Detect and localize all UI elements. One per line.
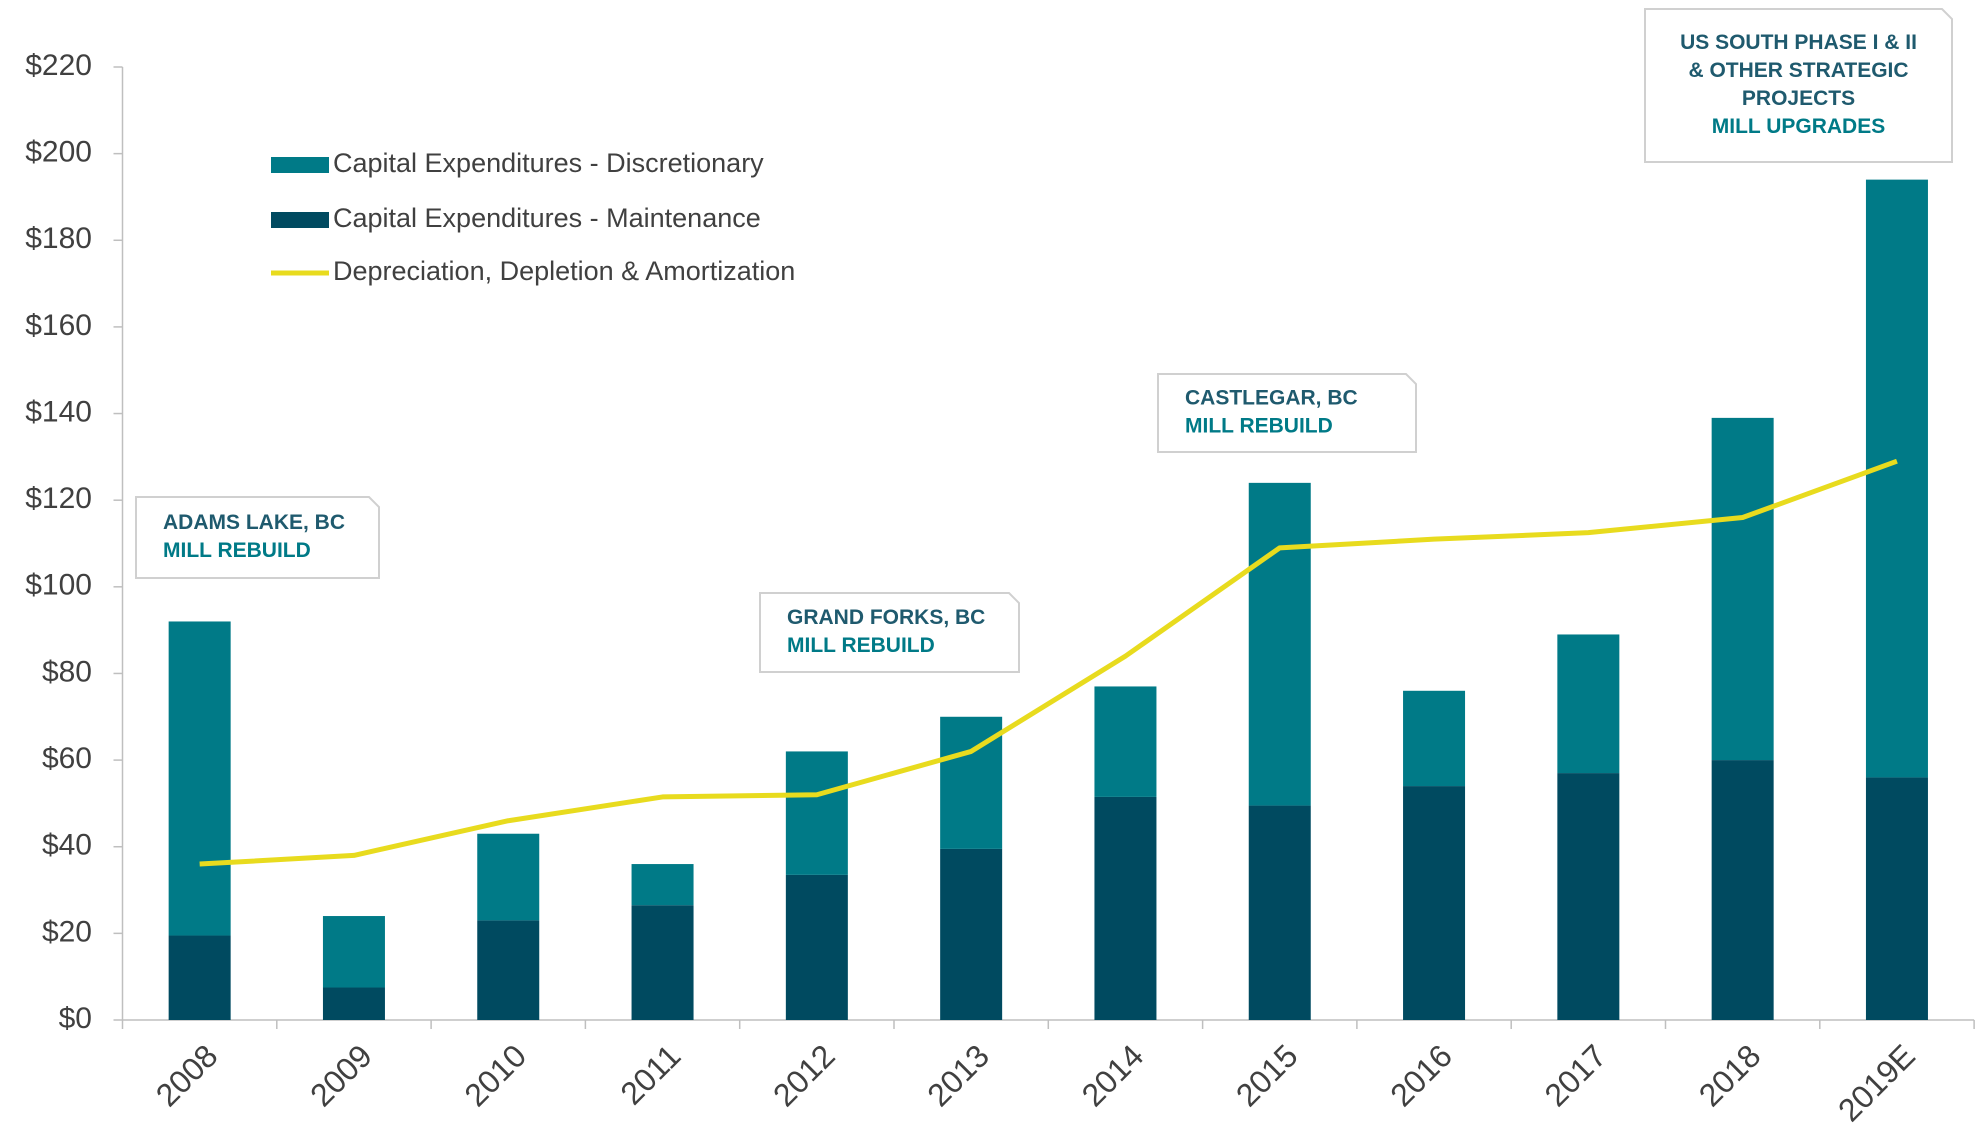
annotation-title: US SOUTH PHASE I & II — [1680, 31, 1917, 54]
annotation-title: PROJECTS — [1742, 87, 1855, 110]
x-tick-label: 2016 — [1383, 1037, 1459, 1113]
bar — [1865, 777, 1928, 1020]
annotation-box — [1157, 373, 1417, 453]
bar — [477, 920, 540, 1020]
bar — [168, 621, 231, 936]
bar — [1711, 417, 1774, 761]
bar — [631, 905, 694, 1020]
bar — [1094, 686, 1157, 797]
bar — [322, 987, 385, 1020]
legend-swatch — [271, 157, 329, 173]
bar — [785, 751, 848, 875]
x-tick-label: 2009 — [303, 1037, 379, 1113]
annotation-title: & OTHER STRATEGIC — [1688, 59, 1908, 82]
x-tick-label: 2019E — [1831, 1037, 1922, 1128]
y-tick-label: $180 — [25, 222, 92, 255]
y-tick-label: $100 — [25, 569, 92, 602]
bar — [1248, 805, 1311, 1020]
annotation-subtitle: MILL REBUILD — [163, 539, 311, 562]
legend-label: Depreciation, Depletion & Amortization — [333, 256, 795, 286]
y-tick-label: $60 — [42, 742, 92, 775]
x-tick-label: 2008 — [149, 1037, 225, 1113]
annotation-box — [135, 496, 380, 579]
bar — [1865, 179, 1928, 778]
annotation-title: ADAMS LAKE, BC — [163, 511, 345, 534]
line — [199, 458, 1898, 867]
bar — [1557, 634, 1620, 774]
y-tick-label: $20 — [42, 915, 92, 948]
y-tick-label: $40 — [42, 829, 92, 862]
y-tick-label: $140 — [25, 395, 92, 428]
y-tick-label: $120 — [25, 482, 92, 515]
y-tick-label: $80 — [42, 655, 92, 688]
x-tick-label: 2017 — [1537, 1037, 1613, 1113]
y-tick-label: $0 — [59, 1002, 92, 1035]
annotation-title: GRAND FORKS, BC — [787, 606, 985, 629]
x-tick-label: 2012 — [766, 1037, 842, 1113]
bar — [1403, 690, 1466, 787]
x-tick-label: 2013 — [920, 1037, 996, 1113]
bar — [1711, 760, 1774, 1020]
bar — [322, 916, 385, 988]
bar — [785, 874, 848, 1020]
x-tick-label: 2015 — [1229, 1037, 1305, 1113]
x-tick-label: 2014 — [1075, 1037, 1151, 1113]
bar — [631, 864, 694, 906]
legend-label: Capital Expenditures - Discretionary — [333, 148, 764, 178]
annotation-subtitle: MILL UPGRADES — [1712, 115, 1885, 138]
legend-swatch — [271, 212, 329, 228]
x-tick-label: 2010 — [457, 1037, 533, 1113]
bar — [1248, 482, 1311, 806]
annotation-subtitle: MILL REBUILD — [787, 634, 935, 657]
annotation-box — [759, 592, 1020, 673]
bar — [168, 935, 231, 1020]
annotation-subtitle: MILL REBUILD — [1185, 415, 1333, 438]
annotation-box — [1644, 8, 1953, 163]
bar — [1557, 773, 1620, 1020]
bar — [940, 848, 1003, 1020]
bar — [477, 833, 540, 921]
bar — [1094, 796, 1157, 1020]
y-tick-label: $160 — [25, 309, 92, 342]
legend-label: Capital Expenditures - Maintenance — [333, 203, 761, 233]
annotation-title: CASTLEGAR, BC — [1185, 387, 1358, 410]
y-tick-label: $200 — [25, 136, 92, 169]
x-tick-label: 2018 — [1692, 1037, 1768, 1113]
x-tick-label: 2011 — [613, 1037, 687, 1111]
y-tick-label: $220 — [25, 49, 92, 82]
bar — [1403, 786, 1466, 1020]
